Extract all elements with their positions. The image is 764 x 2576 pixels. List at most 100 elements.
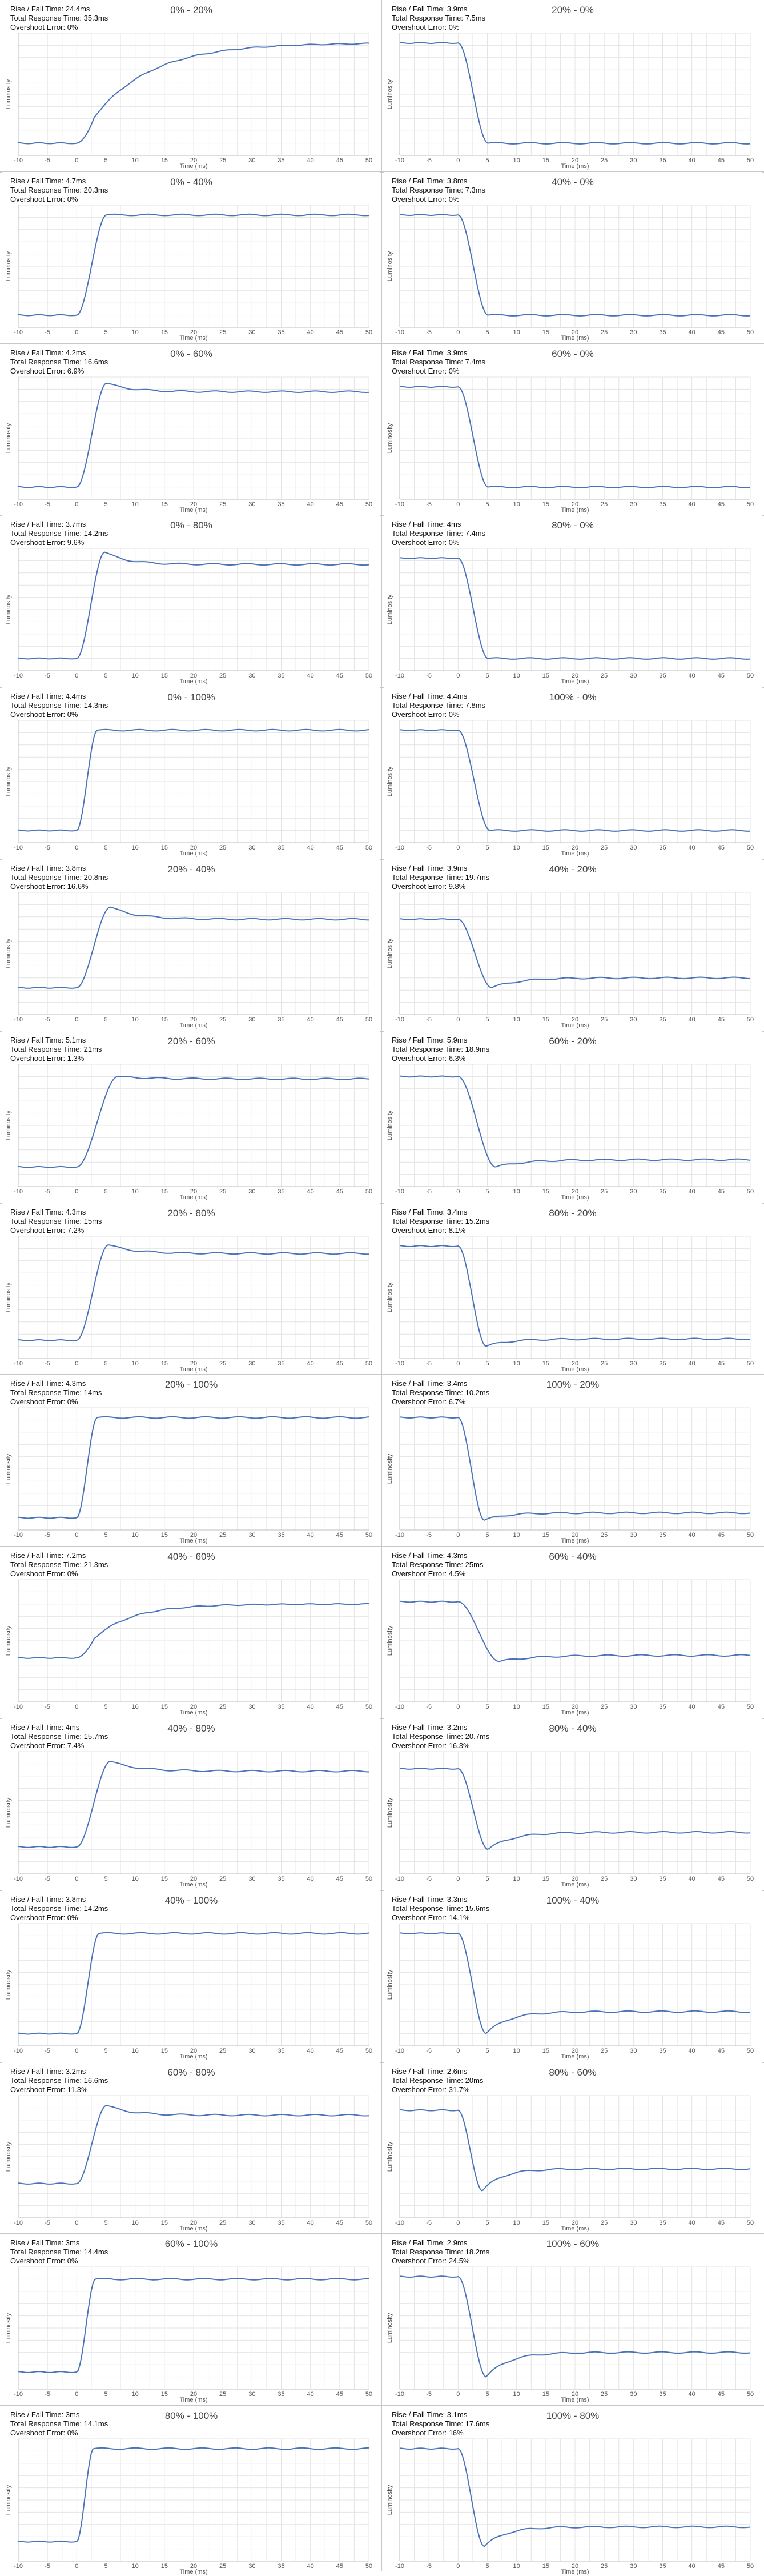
- chart-plot: -10 -5 0 5 10 15 20 25 30 35 40 45 50 Time (ms) Lumino…: [387, 2266, 754, 2403]
- x-tick-label: 25: [219, 1016, 226, 1023]
- overshoot-error: Overshoot Error: 0%: [10, 2429, 78, 2437]
- luminosity-series-line: [399, 1932, 751, 2034]
- rise-fall-time: Rise / Fall Time: 7.2ms: [10, 1551, 86, 1560]
- panel-divider-horizontal: [0, 1031, 764, 1032]
- chart-plot: -10 -5 0 5 10 15 20 25 30 35 40 45 50 Time (ms) Lumino…: [5, 205, 372, 342]
- chart-panel: Rise / Fall Time: 4.3ms Total Response Ti…: [2, 1203, 380, 1373]
- x-tick-label: 40: [689, 1876, 695, 1882]
- panel-divider-horizontal: [0, 687, 764, 688]
- x-tick-label: 10: [513, 1704, 520, 1710]
- x-tick-label: 15: [161, 2048, 168, 2054]
- chart-title: 0% - 40%: [170, 177, 212, 187]
- chart-plot: -10 -5 0 5 10 15 20 25 30 35 40 45 50 Time (ms) Lumino…: [5, 376, 372, 514]
- chart-plot: -10 -5 0 5 10 15 20 25 30 35 40 45 50 Time (ms) Lumino…: [387, 1064, 754, 1201]
- x-tick-label: 10: [132, 1704, 139, 1710]
- x-tick-label: 40: [307, 672, 314, 679]
- x-tick-label: 0: [75, 1532, 78, 1539]
- chart-panel: Rise / Fall Time: 3ms Total Response Time…: [2, 2234, 380, 2404]
- x-tick-label: 20: [190, 2048, 197, 2054]
- x-tick-label: 30: [248, 1704, 255, 1710]
- rise-fall-time: Rise / Fall Time: 4.2ms: [10, 348, 86, 357]
- rise-fall-time: Rise / Fall Time: 5.9ms: [392, 1036, 468, 1044]
- rise-fall-time: Rise / Fall Time: 3.8ms: [392, 177, 468, 185]
- x-tick-label: 5: [485, 157, 489, 164]
- chart-title: 80% - 20%: [549, 1208, 597, 1219]
- overshoot-error: Overshoot Error: 0%: [392, 367, 460, 375]
- x-tick-label: -5: [45, 2220, 50, 2226]
- x-tick-label: 40: [307, 1188, 314, 1195]
- x-tick-label: 45: [336, 1876, 343, 1882]
- luminosity-series-line: [18, 551, 369, 660]
- x-tick-label: -5: [45, 329, 50, 336]
- x-tick-label: 35: [659, 1016, 666, 1023]
- x-tick-label: 15: [542, 501, 549, 508]
- x-tick-label: -10: [14, 1360, 23, 1367]
- x-tick-label: 0: [75, 2391, 78, 2398]
- x-tick-label: 45: [718, 844, 725, 851]
- x-tick-label: 35: [659, 1876, 666, 1882]
- chart-plot: -10 -5 0 5 10 15 20 25 30 35 40 45 50 Time (ms) Lumino…: [5, 720, 372, 857]
- x-tick-label: 45: [718, 1532, 725, 1539]
- x-tick-label: 20: [572, 2563, 578, 2570]
- chart-stats: Rise / Fall Time: 3ms Total Response Time…: [10, 2410, 108, 2438]
- x-tick-label: 5: [104, 1016, 107, 1023]
- x-tick-label: 10: [513, 672, 520, 679]
- x-tick-label: 30: [630, 329, 637, 336]
- x-tick-label: 50: [747, 501, 754, 508]
- x-tick-label: 0: [75, 501, 78, 508]
- x-tick-label: 20: [572, 672, 578, 679]
- x-tick-label: 0: [456, 2563, 460, 2570]
- x-tick-label: 45: [718, 1188, 725, 1195]
- x-tick-label: 5: [485, 2563, 489, 2570]
- total-response-time: Total Response Time: 19.7ms: [392, 873, 490, 882]
- x-tick-label: 20: [572, 2391, 578, 2398]
- x-tick-label: 30: [630, 672, 637, 679]
- x-tick-label: 25: [601, 157, 608, 164]
- x-tick-label: 40: [689, 2048, 695, 2054]
- x-axis-label: Time (ms): [179, 1022, 207, 1029]
- x-tick-label: 45: [718, 157, 725, 164]
- luminosity-series-line: [399, 1768, 751, 1850]
- x-tick-label: 50: [747, 1532, 754, 1539]
- x-tick-label: 5: [485, 1016, 489, 1023]
- x-tick-label: 25: [219, 2048, 226, 2054]
- x-tick-label: 15: [542, 1532, 549, 1539]
- x-tick-label: 10: [513, 1188, 520, 1195]
- x-tick-label: -5: [426, 2220, 432, 2226]
- x-tick-label: -10: [395, 1188, 404, 1195]
- rise-fall-time: Rise / Fall Time: 3.4ms: [392, 1208, 468, 1216]
- panel-divider-horizontal: [0, 343, 764, 344]
- x-tick-label: 20: [572, 329, 578, 336]
- chart-panel: Rise / Fall Time: 3.9ms Total Response Ti…: [384, 344, 762, 514]
- chart-title: 60% - 20%: [549, 1036, 597, 1047]
- x-tick-label: 35: [659, 844, 666, 851]
- x-tick-label: 10: [513, 844, 520, 851]
- x-tick-label: -5: [45, 157, 50, 164]
- x-tick-label: 15: [161, 2563, 168, 2570]
- x-tick-label: 30: [630, 1532, 637, 1539]
- x-tick-label: 35: [278, 1876, 284, 1882]
- x-tick-label: 40: [689, 1532, 695, 1539]
- rise-fall-time: Rise / Fall Time: 3.9ms: [392, 864, 468, 872]
- x-tick-label: 35: [659, 2048, 666, 2054]
- chart-plot: -10 -5 0 5 10 15 20 25 30 35 40 45 50 Time (ms) Lumino…: [5, 1923, 372, 2060]
- total-response-time: Total Response Time: 7.4ms: [392, 358, 486, 366]
- y-axis-label: Luminosity: [5, 79, 12, 109]
- x-tick-label: 10: [132, 2220, 139, 2226]
- x-tick-label: 30: [630, 2048, 637, 2054]
- x-tick-label: 40: [689, 157, 695, 164]
- x-tick-label: 10: [513, 157, 520, 164]
- x-tick-label: 45: [336, 844, 343, 851]
- x-tick-label: -5: [426, 157, 432, 164]
- y-axis-label: Luminosity: [387, 1625, 393, 1656]
- x-tick-label: 35: [659, 157, 666, 164]
- panel-divider-horizontal: [0, 859, 764, 860]
- x-tick-label: 45: [336, 1360, 343, 1367]
- chart-title: 40% - 60%: [167, 1551, 215, 1562]
- x-axis-label: Time (ms): [561, 1366, 589, 1373]
- chart-stats: Rise / Fall Time: 4ms Total Response Time…: [10, 1723, 108, 1750]
- rise-fall-time: Rise / Fall Time: 3ms: [10, 2410, 80, 2419]
- x-tick-label: 35: [278, 672, 284, 679]
- total-response-time: Total Response Time: 15.6ms: [392, 1904, 490, 1913]
- x-tick-label: 20: [190, 1360, 197, 1367]
